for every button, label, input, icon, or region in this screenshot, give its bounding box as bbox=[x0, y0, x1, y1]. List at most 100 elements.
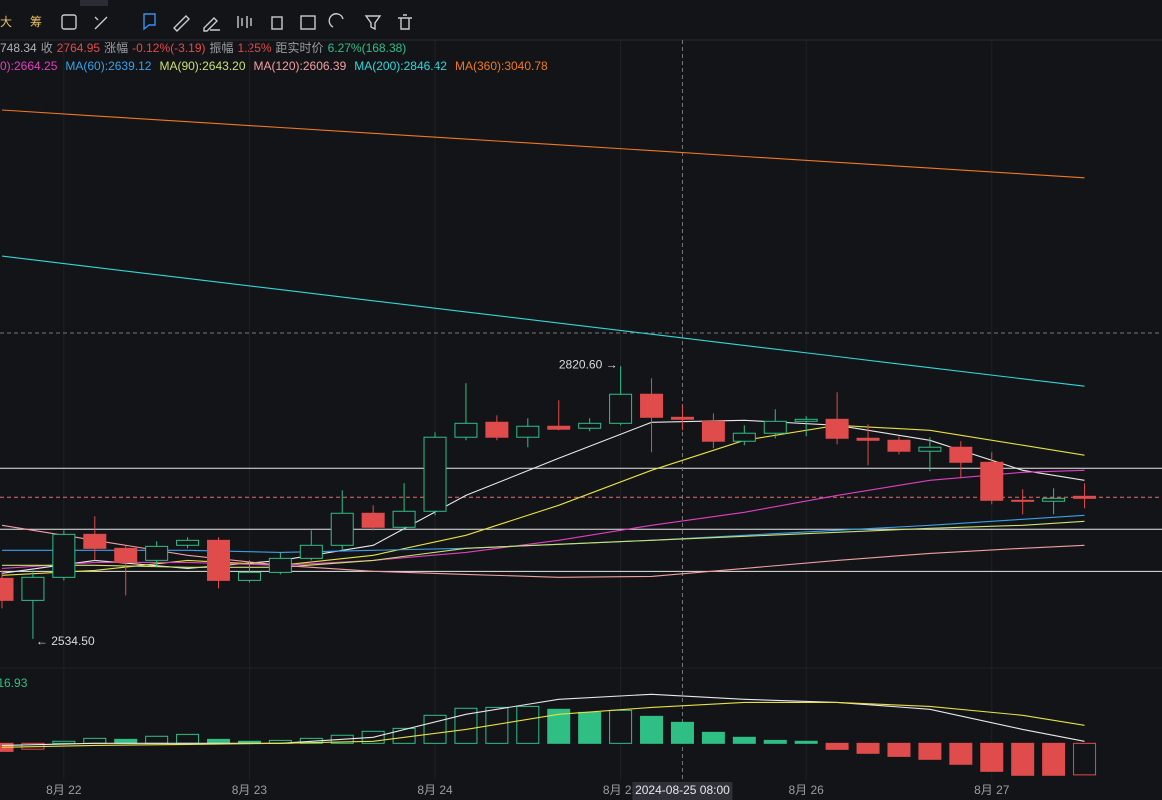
candle-body bbox=[670, 416, 694, 420]
candle-body bbox=[856, 437, 880, 441]
candle-body bbox=[578, 422, 602, 429]
candle-body bbox=[330, 512, 354, 546]
candle-body bbox=[980, 461, 1004, 501]
legend-item: MA(90):2643.20 bbox=[159, 59, 245, 73]
legend-item: MA(60):2639.12 bbox=[65, 59, 151, 73]
x-tick-label: 8月 24 bbox=[417, 783, 453, 797]
macd-bar bbox=[763, 739, 787, 744]
candle-body bbox=[21, 576, 45, 601]
macd-bar bbox=[856, 742, 880, 754]
x-tick-label: 8月 23 bbox=[232, 783, 268, 797]
candle-body bbox=[949, 446, 973, 463]
macd-bar bbox=[825, 742, 849, 750]
icon[interactable] bbox=[94, 16, 108, 30]
macd-bar bbox=[176, 733, 200, 744]
legend-item: MA(360):3040.78 bbox=[455, 59, 548, 73]
toolbar-item[interactable]: 大 bbox=[0, 15, 12, 29]
macd-bar bbox=[640, 715, 664, 744]
macd-bar bbox=[732, 736, 756, 744]
info-item: 涨幅 bbox=[104, 40, 128, 55]
crosshair-label-box bbox=[632, 782, 733, 800]
icon[interactable] bbox=[364, 15, 382, 31]
macd-label: :16.93 bbox=[0, 676, 28, 690]
icon[interactable] bbox=[271, 16, 283, 30]
annotation: ← 2534.50 bbox=[36, 634, 95, 648]
candle-body bbox=[609, 393, 633, 424]
icon[interactable] bbox=[203, 17, 220, 32]
macd-bar bbox=[1011, 742, 1035, 776]
x-tick-label: 8月 26 bbox=[789, 783, 825, 797]
macd-bar bbox=[145, 735, 169, 744]
info-item: 1.25% bbox=[238, 41, 272, 55]
macd-bar bbox=[207, 738, 231, 744]
macd-line bbox=[1, 693, 1085, 746]
candle-body bbox=[485, 421, 509, 438]
candle-body bbox=[794, 418, 818, 422]
plot: 2820.60 → ← 2534.50 :16.93 8月 22 8月 23 8月 24 8… bbox=[0, 40, 1162, 800]
info-item: 6.27%(168.38) bbox=[328, 41, 407, 55]
macd-bar bbox=[83, 737, 107, 744]
toolbar-item[interactable]: 筹 bbox=[30, 15, 42, 29]
candle-body bbox=[423, 436, 447, 512]
candle-body bbox=[763, 420, 787, 434]
crosshair-label: 2024-08-25 08:00 bbox=[635, 783, 730, 797]
macd-bar bbox=[949, 742, 973, 765]
ma-line bbox=[1, 109, 1085, 179]
macd-bar bbox=[578, 711, 602, 744]
macd-bar bbox=[52, 740, 76, 744]
annotation: 2820.60 → bbox=[559, 357, 618, 371]
icon[interactable] bbox=[143, 13, 156, 31]
legend-item: MA(120):2606.39 bbox=[254, 59, 347, 73]
candle-body bbox=[207, 539, 231, 581]
candle-body bbox=[547, 425, 571, 430]
macd-bar bbox=[547, 708, 571, 744]
candle-body bbox=[732, 432, 756, 442]
ma-line bbox=[2, 520, 1085, 568]
candle-body bbox=[52, 533, 76, 578]
macd-bar bbox=[454, 707, 478, 744]
x-tick-label: 8月 25 bbox=[603, 783, 639, 797]
info-item: -0.12%(-3.19) bbox=[132, 41, 205, 55]
candle-body bbox=[361, 512, 385, 528]
macd-bar bbox=[918, 742, 942, 760]
macd-bar bbox=[887, 742, 911, 757]
icon[interactable] bbox=[300, 15, 316, 30]
icon[interactable] bbox=[173, 15, 190, 32]
candle-body bbox=[268, 557, 292, 573]
candle-body bbox=[392, 510, 416, 528]
candle-body bbox=[516, 425, 540, 438]
macd-bar bbox=[701, 731, 725, 744]
macd-bar bbox=[794, 740, 818, 744]
candle-body bbox=[1011, 499, 1035, 502]
candle-body bbox=[640, 393, 664, 418]
info-item: 收 bbox=[41, 41, 53, 55]
candle-body bbox=[918, 446, 942, 452]
ma-line bbox=[1, 424, 1085, 576]
macd-bar bbox=[485, 706, 509, 744]
info-item: 距实时价 bbox=[276, 40, 324, 55]
macd-line bbox=[1, 701, 1085, 748]
candle-body bbox=[145, 545, 169, 561]
macd-bar bbox=[516, 705, 540, 744]
ma-legend: 0):2664.25 MA(60):2639.12 MA(90):2643.20 MA… bbox=[0, 59, 548, 73]
icon[interactable] bbox=[237, 16, 252, 28]
info-item: 748.34 bbox=[0, 41, 37, 55]
macd-bar bbox=[1073, 742, 1097, 776]
candle-body bbox=[83, 533, 107, 549]
x-tick-label: 8月 22 bbox=[46, 783, 82, 797]
candle-body bbox=[176, 539, 200, 546]
macd-bar bbox=[670, 721, 694, 744]
ma-line bbox=[1, 255, 1085, 387]
candle-body bbox=[0, 577, 14, 601]
macd-bar bbox=[609, 709, 633, 744]
macd-bar bbox=[114, 738, 138, 744]
icon[interactable] bbox=[398, 14, 412, 30]
candle-body bbox=[701, 420, 725, 442]
icon[interactable] bbox=[61, 14, 77, 30]
ma-line bbox=[1, 524, 1085, 578]
candle-body bbox=[887, 439, 911, 452]
icon[interactable] bbox=[328, 13, 344, 28]
ma-line bbox=[1, 469, 1085, 569]
